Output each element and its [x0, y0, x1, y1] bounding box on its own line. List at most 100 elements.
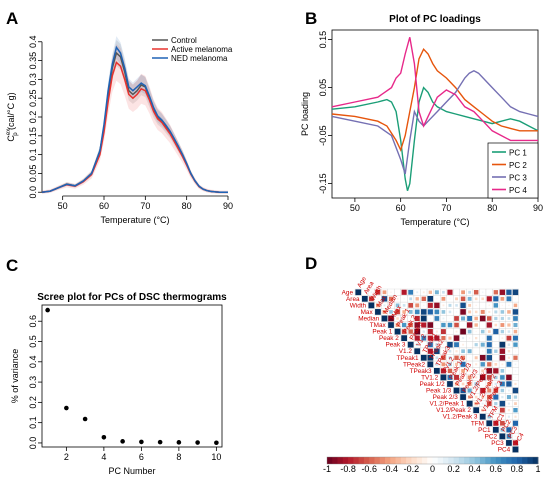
- heatmap-square: [442, 350, 445, 352]
- heatmap-square: [499, 348, 506, 354]
- heatmap-square: [514, 298, 517, 300]
- heatmap-square: [499, 400, 506, 407]
- heatmap-square: [434, 316, 440, 321]
- heatmap-square: [427, 342, 433, 348]
- y-tick-label: 0.1: [28, 416, 38, 429]
- heatmap-square: [361, 295, 368, 302]
- heatmap-square: [364, 291, 366, 293]
- heatmap-square: [506, 361, 512, 367]
- heatmap-square: [421, 322, 427, 328]
- heatmap-square: [375, 309, 381, 315]
- row-label: PC4: [498, 446, 511, 453]
- heatmap-square: [368, 302, 375, 309]
- heatmap-square: [448, 362, 452, 367]
- scatter-point: [139, 439, 144, 445]
- y-tick-label: 0.3: [28, 73, 38, 86]
- heatmap-square: [475, 363, 478, 366]
- heatmap-square: [467, 296, 472, 301]
- colorbar-segment: [479, 457, 486, 464]
- heatmap-square: [390, 304, 393, 307]
- heatmap-square: [453, 387, 460, 394]
- line-chart-b: 50 60 70 80 90 -0.15 -0.05 0.05 0.15 Temperature …: [300, 14, 543, 227]
- heatmap-square: [423, 344, 425, 346]
- heatmap-square: [415, 343, 419, 347]
- heatmap-square: [506, 381, 512, 387]
- row-label: Peak 2: [379, 335, 399, 342]
- heatmap-square: [460, 309, 466, 315]
- heatmap-square: [482, 304, 484, 306]
- colorbar-segment: [395, 457, 402, 464]
- heatmap-square: [460, 302, 466, 309]
- heatmap-square: [447, 368, 453, 374]
- heatmap-square: [487, 388, 492, 393]
- heatmap-square: [416, 291, 419, 294]
- colorbar-segment: [532, 457, 539, 464]
- heatmap-square: [506, 440, 512, 446]
- heatmap-square: [447, 341, 453, 348]
- heatmap-square: [355, 289, 362, 296]
- legend-label: Active melanoma: [171, 45, 233, 54]
- y-tick-label: 0.6: [28, 315, 38, 328]
- heatmap-square: [377, 298, 379, 300]
- colorbar-segment: [421, 457, 428, 464]
- y-tick-label: 0.3: [28, 376, 38, 389]
- heatmap-square: [434, 302, 440, 309]
- series-line-control: [41, 51, 228, 193]
- heatmap-square: [467, 316, 473, 321]
- heatmap-square: [441, 322, 446, 328]
- heatmap-square: [499, 289, 506, 295]
- heatmap-square: [480, 309, 485, 314]
- y-tick-label: 0.5: [28, 335, 38, 348]
- heatmap-square: [434, 348, 440, 354]
- heatmap-square: [467, 349, 472, 354]
- heatmap-square: [481, 408, 485, 412]
- heatmap-square: [435, 356, 439, 360]
- scatter-point: [120, 439, 125, 444]
- heatmap-square: [493, 328, 499, 335]
- heatmap-square: [460, 361, 466, 367]
- heatmap-square: [454, 362, 459, 366]
- row-label: Peak 1/2: [419, 381, 445, 388]
- heatmap-square: [508, 370, 510, 372]
- heatmap-square: [396, 291, 399, 293]
- heatmap-square: [409, 336, 412, 340]
- heatmap-square: [403, 298, 405, 300]
- heatmap-square: [469, 344, 471, 346]
- colorbar-tick-label: 0.8: [511, 464, 524, 474]
- colorbar-segment: [342, 457, 349, 464]
- series-line-pc-3: [331, 70, 539, 175]
- colorbar-segment: [385, 457, 391, 464]
- heatmap-grid: [354, 288, 519, 453]
- heatmap-square: [512, 309, 519, 315]
- heatmap-square: [474, 343, 478, 347]
- y-axis: 0.0 0.1 0.2 0.3 0.4 0.5 0.6: [28, 315, 42, 449]
- heatmap-square: [486, 375, 492, 380]
- colorbar-segment: [495, 457, 502, 464]
- legend: PC 1 PC 2 PC 3 PC 4: [487, 142, 539, 199]
- chart-title: Plot of PC loadings: [389, 14, 481, 25]
- heatmap-square: [440, 329, 446, 335]
- heatmap-square: [409, 317, 412, 320]
- heatmap-square: [507, 330, 511, 333]
- colorbar-tick-label: 0.6: [490, 464, 503, 474]
- heatmap-square: [467, 382, 472, 386]
- panel-letter-b: B: [305, 9, 317, 28]
- heatmap-square: [488, 310, 491, 313]
- heatmap-square: [414, 315, 420, 322]
- heatmap-square: [449, 317, 451, 320]
- heatmap-square: [512, 289, 519, 296]
- heatmap-square: [455, 350, 458, 353]
- heatmap-square: [507, 409, 510, 412]
- heatmap-square: [395, 323, 400, 327]
- heatmap-square: [427, 302, 433, 308]
- heatmap-square: [494, 323, 498, 327]
- heatmap-square: [467, 375, 472, 380]
- row-label: TMax: [370, 322, 387, 329]
- heatmap-square: [448, 336, 452, 340]
- legend-label: NED melanoma: [171, 54, 228, 63]
- heatmap-square: [479, 413, 486, 420]
- x-tick-label: 50: [58, 201, 68, 211]
- colorbar-segment: [369, 457, 375, 464]
- heatmap-square: [481, 395, 485, 399]
- heatmap-square: [486, 335, 492, 341]
